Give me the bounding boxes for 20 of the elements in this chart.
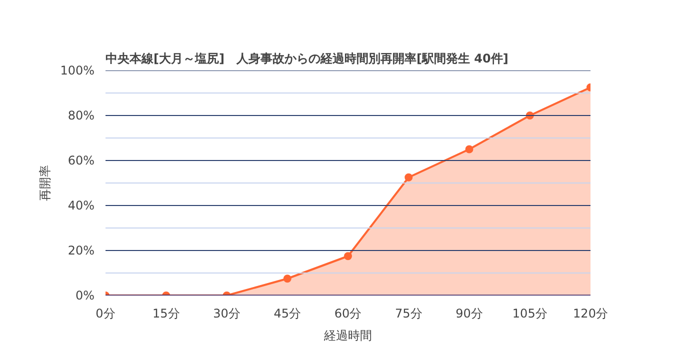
x-tick-label: 105分 <box>512 306 548 320</box>
x-tick-label: 60分 <box>334 306 362 320</box>
point <box>465 145 474 154</box>
x-tick-label: 75分 <box>394 306 422 320</box>
point <box>404 173 413 182</box>
y-tick-label: 100% <box>60 64 95 78</box>
y-axis-title: 再開率 <box>38 165 52 201</box>
x-tick-label: 0分 <box>96 306 116 320</box>
y-tick-label: 60% <box>68 154 94 168</box>
x-axis-title: 経過時間 <box>323 328 372 342</box>
x-tick-label: 30分 <box>213 306 240 320</box>
y-tick-label: 20% <box>68 244 94 258</box>
y-tick-label: 0% <box>75 288 95 302</box>
y-tick-label: 80% <box>68 108 94 122</box>
chart-title: 中央本線[大月～塩尻] 人身事故からの経過時間別再開率[駅間発生 40件] <box>106 52 508 66</box>
y-tick-label: 40% <box>68 198 94 212</box>
x-tick-label: 45分 <box>274 306 302 320</box>
x-tick-label: 15分 <box>152 306 180 320</box>
x-tick-label: 120分 <box>573 306 608 320</box>
x-tick-label: 90分 <box>456 306 483 320</box>
